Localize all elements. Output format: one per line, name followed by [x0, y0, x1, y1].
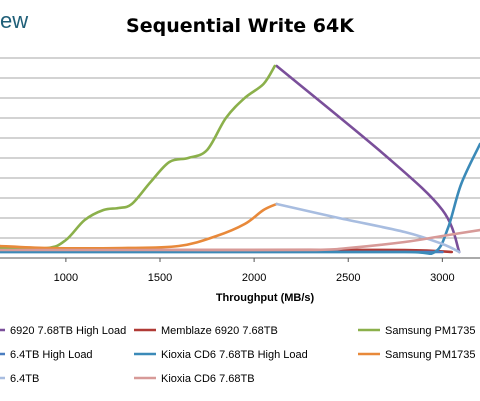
chart-title: Sequential Write 64K — [126, 15, 355, 37]
legend-label: 6.4TB — [10, 373, 39, 385]
gridlines — [0, 57, 480, 259]
series-line-5 — [0, 142, 480, 256]
legend-label: 6.4TB High Load — [10, 349, 93, 361]
legend-label: Kioxia CD6 7.68TB High Load — [161, 349, 308, 361]
legend-label: Memblaze 6920 7.68TB — [161, 325, 278, 337]
x-tick-label: 2500 — [336, 272, 360, 284]
x-axis-label: Throughput (MB/s) — [216, 292, 315, 304]
legend: 6920 7.68TB High Load Memblaze 6920 7.68T… — [0, 325, 476, 385]
legend-label: Samsung PM1735 — [385, 325, 476, 337]
legend-label: 6920 7.68TB High Load — [10, 325, 126, 337]
x-tick-label: 1000 — [54, 272, 78, 284]
series-line-1 — [275, 64, 461, 254]
legend-label: Kioxia CD6 7.68TB — [161, 373, 255, 385]
x-tick-labels: 1000 1500 2000 2500 3000 — [54, 272, 455, 284]
series-line-7 — [275, 202, 461, 254]
series-line-6 — [0, 202, 278, 250]
x-tick-label: 3000 — [430, 272, 454, 284]
series-line-3 — [0, 64, 277, 250]
legend-label: Samsung PM1735 — [385, 349, 476, 361]
series-line-8 — [0, 228, 480, 252]
x-tick-label: 2000 — [242, 272, 266, 284]
axes — [0, 257, 480, 262]
series-group — [0, 64, 480, 256]
brand-text: ew — [0, 8, 29, 33]
x-tick-label: 1500 — [148, 272, 172, 284]
